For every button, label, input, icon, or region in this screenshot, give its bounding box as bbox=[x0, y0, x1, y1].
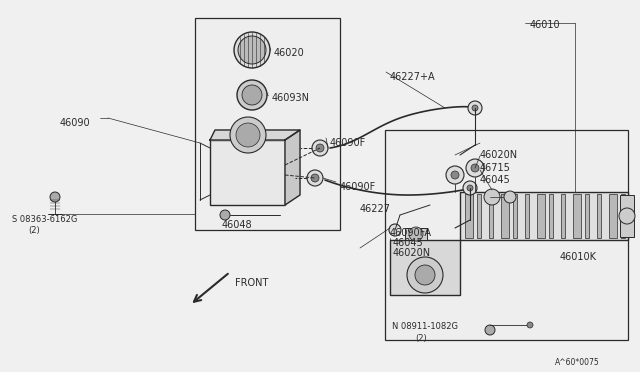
Text: (2): (2) bbox=[28, 226, 40, 235]
Bar bbox=[489, 194, 493, 238]
Text: 46093N: 46093N bbox=[272, 93, 310, 103]
Circle shape bbox=[307, 170, 323, 186]
Bar bbox=[465, 194, 473, 238]
Circle shape bbox=[407, 257, 443, 293]
Bar bbox=[195, 18, 340, 230]
Bar bbox=[460, 192, 628, 240]
Circle shape bbox=[527, 322, 533, 328]
Circle shape bbox=[472, 105, 478, 111]
Text: 46045: 46045 bbox=[393, 238, 424, 248]
Bar bbox=[537, 194, 545, 238]
Circle shape bbox=[484, 189, 500, 205]
Circle shape bbox=[220, 210, 230, 220]
Circle shape bbox=[312, 140, 328, 156]
Circle shape bbox=[466, 159, 484, 177]
Bar bbox=[573, 194, 581, 238]
Circle shape bbox=[236, 123, 260, 147]
Polygon shape bbox=[285, 130, 300, 205]
Circle shape bbox=[451, 171, 459, 179]
Text: 46010K: 46010K bbox=[560, 252, 597, 262]
Circle shape bbox=[471, 164, 479, 172]
Text: 46020N: 46020N bbox=[480, 150, 518, 160]
Bar bbox=[609, 194, 617, 238]
Circle shape bbox=[234, 32, 270, 68]
Text: (2): (2) bbox=[415, 334, 427, 343]
Bar bbox=[390, 240, 460, 295]
Bar bbox=[621, 194, 625, 238]
Bar bbox=[501, 194, 509, 238]
Text: A^60*0075: A^60*0075 bbox=[555, 358, 600, 367]
Text: 46090FA: 46090FA bbox=[390, 228, 432, 238]
Text: 46090: 46090 bbox=[60, 118, 91, 128]
Text: 46227+A: 46227+A bbox=[390, 72, 436, 82]
Bar bbox=[477, 194, 481, 238]
Bar bbox=[620, 195, 634, 237]
Bar bbox=[405, 228, 427, 240]
Text: 46010: 46010 bbox=[530, 20, 561, 30]
Bar bbox=[585, 194, 589, 238]
Bar bbox=[385, 130, 628, 340]
Text: S 08363-6162G: S 08363-6162G bbox=[12, 215, 77, 224]
Text: 46045: 46045 bbox=[480, 175, 511, 185]
Text: 46020: 46020 bbox=[274, 48, 305, 58]
Bar bbox=[210, 140, 285, 205]
Circle shape bbox=[463, 181, 477, 195]
Circle shape bbox=[415, 265, 435, 285]
Bar bbox=[513, 194, 517, 238]
Text: 46048: 46048 bbox=[222, 220, 253, 230]
Text: 46715: 46715 bbox=[480, 163, 511, 173]
Bar bbox=[525, 194, 529, 238]
Bar bbox=[597, 194, 601, 238]
Circle shape bbox=[238, 36, 266, 64]
Circle shape bbox=[446, 166, 464, 184]
Text: 46020N: 46020N bbox=[393, 248, 431, 258]
Circle shape bbox=[242, 85, 262, 105]
Circle shape bbox=[389, 224, 401, 236]
Polygon shape bbox=[210, 130, 300, 140]
Bar bbox=[240, 87, 264, 103]
Text: N 08911-1082G: N 08911-1082G bbox=[392, 322, 458, 331]
Circle shape bbox=[619, 208, 635, 224]
Circle shape bbox=[504, 191, 516, 203]
Circle shape bbox=[230, 117, 266, 153]
Circle shape bbox=[485, 325, 495, 335]
Circle shape bbox=[468, 101, 482, 115]
Bar bbox=[561, 194, 565, 238]
Circle shape bbox=[316, 144, 324, 152]
Circle shape bbox=[50, 192, 60, 202]
Text: 46227: 46227 bbox=[360, 204, 391, 214]
Circle shape bbox=[237, 80, 267, 110]
Circle shape bbox=[467, 185, 473, 191]
Circle shape bbox=[311, 174, 319, 182]
Circle shape bbox=[409, 227, 423, 241]
Text: 46090F: 46090F bbox=[330, 138, 366, 148]
Bar bbox=[549, 194, 553, 238]
Text: 46090F: 46090F bbox=[340, 182, 376, 192]
Text: FRONT: FRONT bbox=[235, 278, 268, 288]
